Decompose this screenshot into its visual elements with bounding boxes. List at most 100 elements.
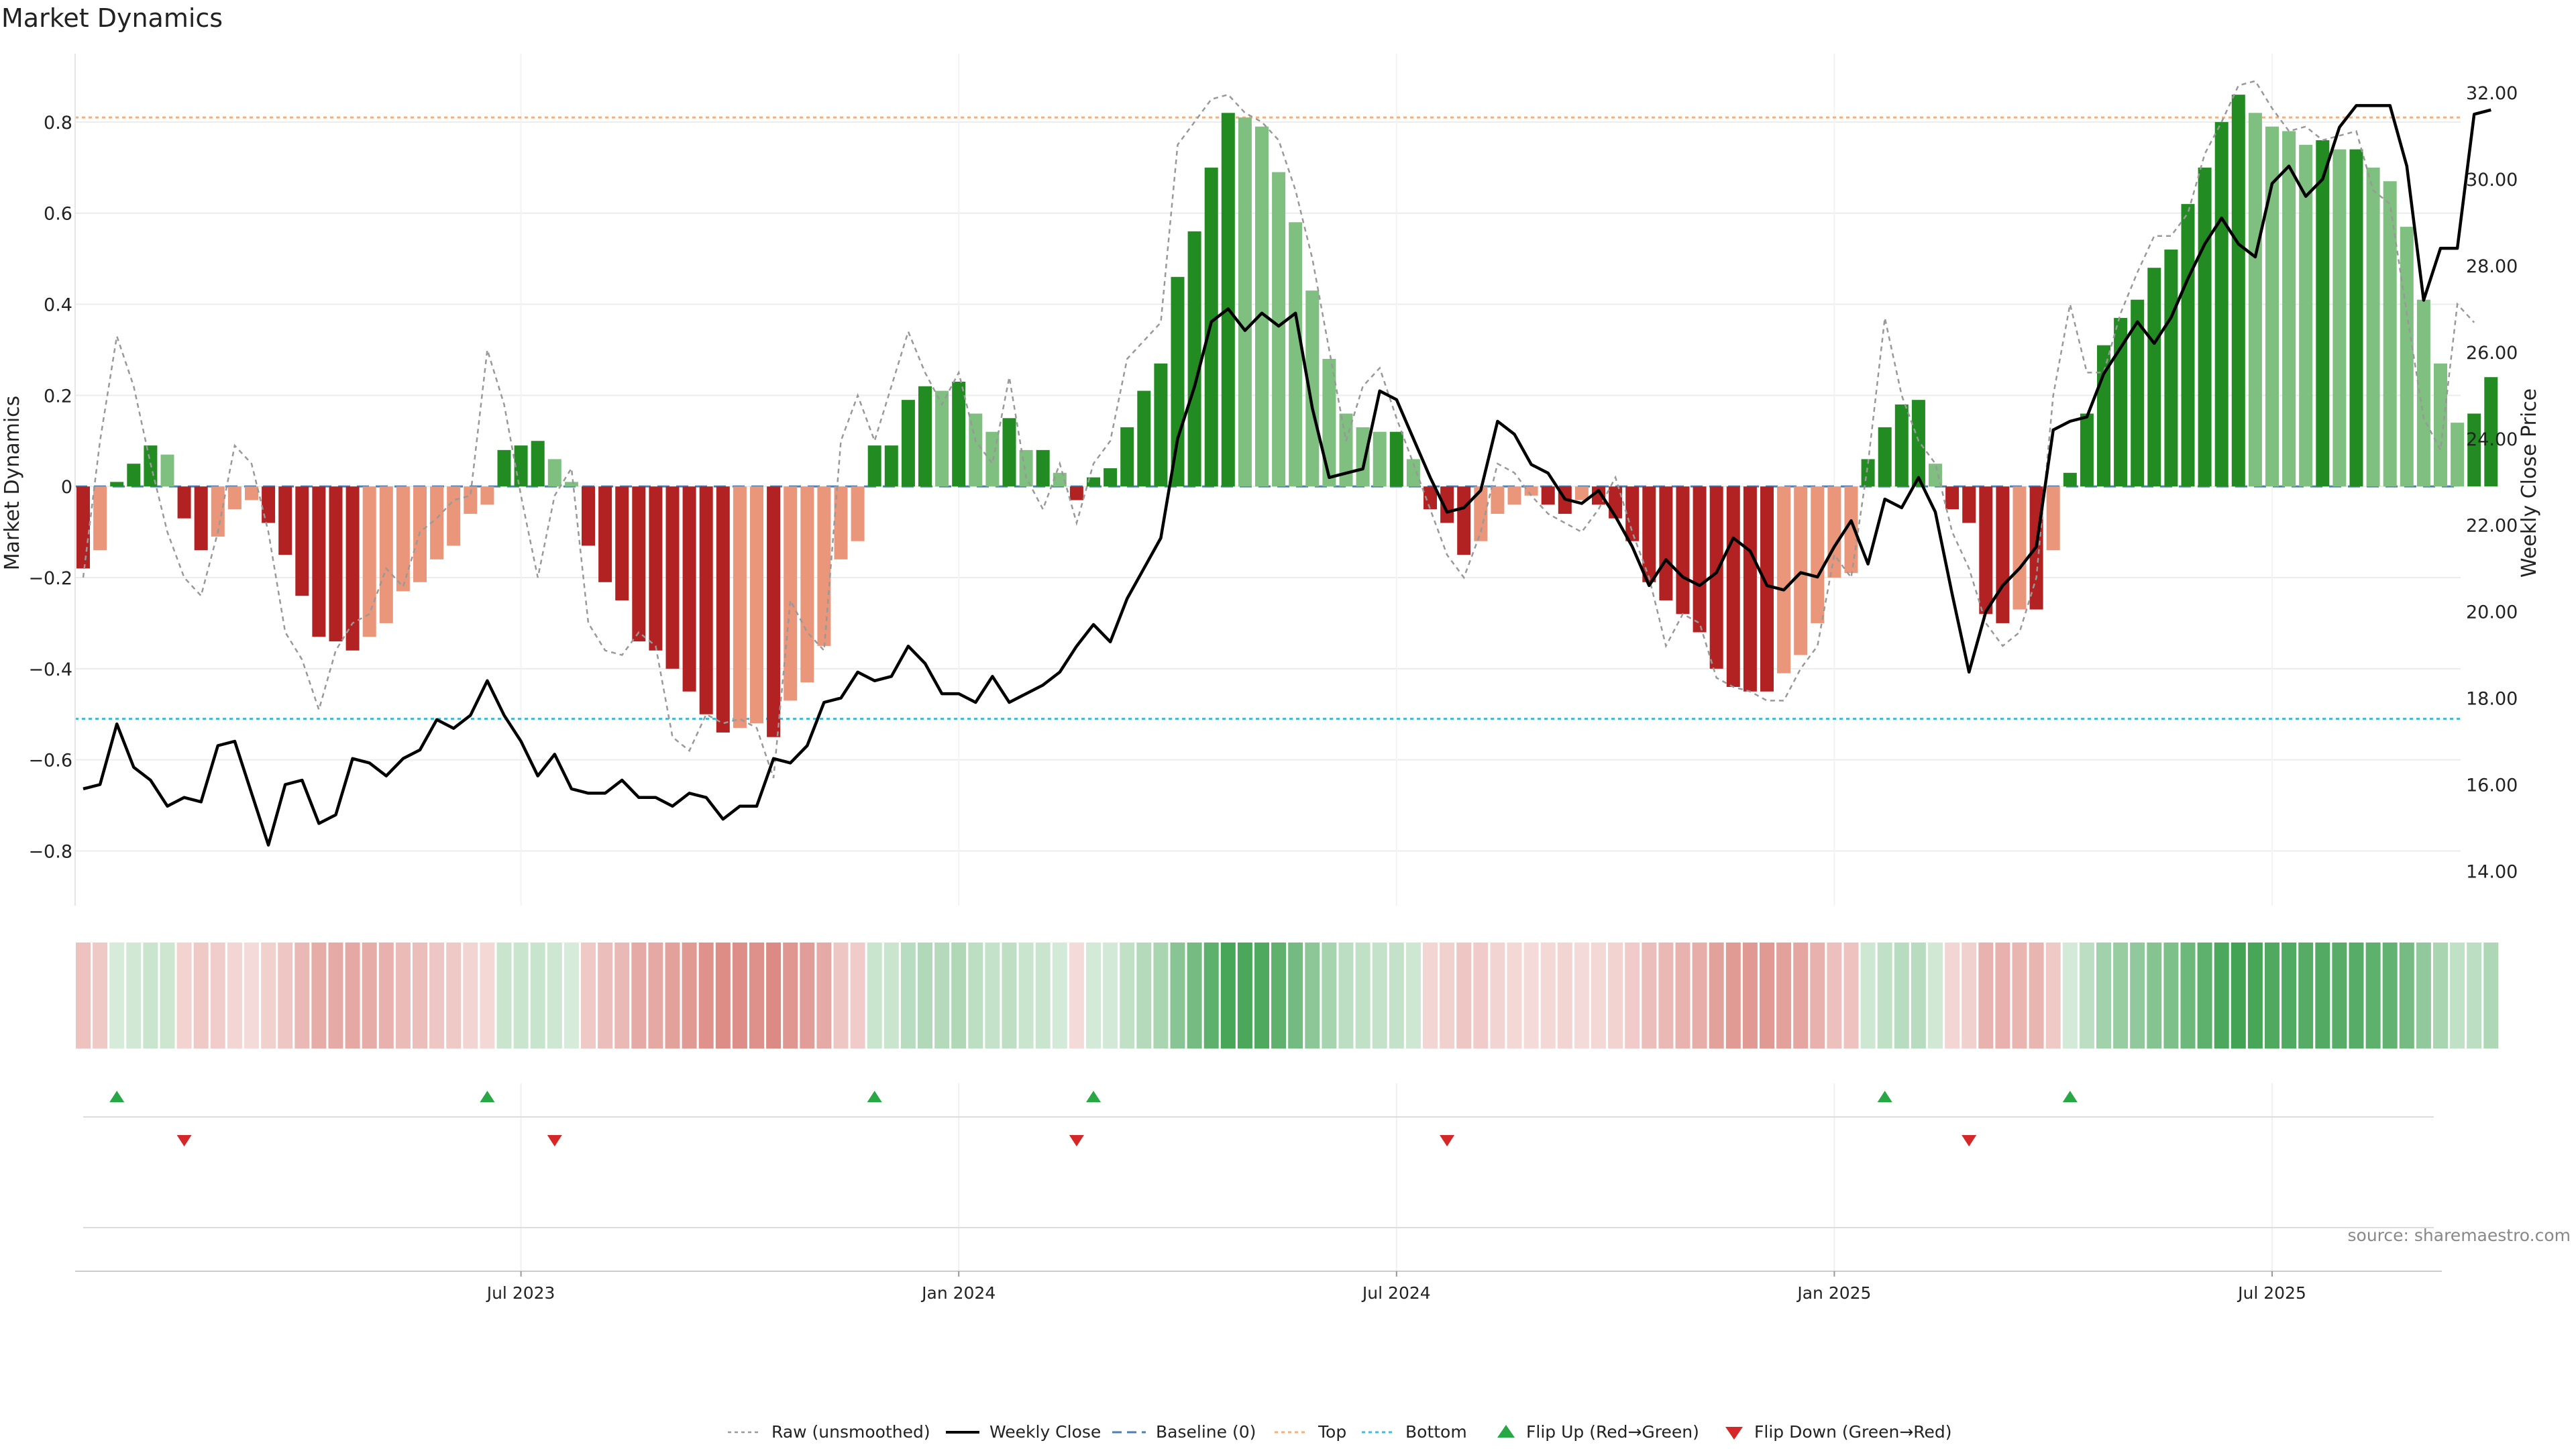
dynamics-bar bbox=[447, 486, 461, 546]
heat-cell bbox=[631, 943, 647, 1049]
dynamics-bar bbox=[295, 486, 309, 596]
heat-cell bbox=[2332, 943, 2347, 1049]
dynamics-bar bbox=[1137, 390, 1151, 487]
dynamics-bar bbox=[1962, 486, 1976, 523]
heat-cell bbox=[2180, 943, 2196, 1049]
dynamics-bar bbox=[884, 445, 898, 487]
flip-up-marker bbox=[1086, 1091, 1101, 1102]
y-tick-label-right: 30.00 bbox=[2466, 170, 2518, 191]
y-tick-label-left: −0.8 bbox=[28, 842, 72, 863]
heat-cell bbox=[598, 943, 613, 1049]
heat-cell bbox=[210, 943, 225, 1049]
heat-cell bbox=[446, 943, 462, 1049]
heat-cell bbox=[1574, 943, 1589, 1049]
dynamics-bar bbox=[1087, 477, 1100, 487]
dynamics-bar bbox=[2147, 268, 2161, 487]
legend-label: Raw (unsmoothed) bbox=[771, 1422, 930, 1442]
dynamics-bar bbox=[834, 486, 848, 559]
heat-cell bbox=[1405, 943, 1421, 1049]
heat-cell bbox=[951, 943, 967, 1049]
dynamics-bar bbox=[564, 482, 578, 487]
heat-cell bbox=[2197, 943, 2212, 1049]
heat-cell bbox=[968, 943, 983, 1049]
heat-cell bbox=[1456, 943, 1472, 1049]
heat-cell bbox=[1220, 943, 1236, 1049]
heat-cell bbox=[2450, 943, 2465, 1049]
legend-label: Weekly Close bbox=[989, 1422, 1101, 1442]
heat-cell bbox=[2231, 943, 2246, 1049]
heat-cell bbox=[76, 943, 91, 1049]
heat-cell bbox=[1170, 943, 1185, 1049]
legend-label: Flip Down (Green→Red) bbox=[1754, 1422, 1952, 1442]
dynamics-bar bbox=[935, 390, 949, 487]
dynamics-bar bbox=[582, 486, 595, 546]
heat-cell bbox=[1271, 943, 1287, 1049]
heat-cell bbox=[1843, 943, 1859, 1049]
heat-cell bbox=[395, 943, 411, 1049]
dynamics-bar bbox=[1777, 486, 1791, 674]
heat-cell bbox=[1086, 943, 1101, 1049]
dynamics-bar bbox=[278, 486, 292, 555]
heat-cell bbox=[513, 943, 529, 1049]
dynamics-bar bbox=[985, 431, 1000, 487]
dynamics-bar bbox=[750, 486, 763, 724]
dynamics-bar bbox=[194, 486, 208, 551]
heat-cell bbox=[900, 943, 916, 1049]
dynamics-bar bbox=[1609, 486, 1623, 519]
dynamics-bar bbox=[2282, 131, 2296, 487]
heat-cell bbox=[1692, 943, 1707, 1049]
dynamics-bar bbox=[2080, 413, 2094, 487]
dynamics-bar bbox=[110, 482, 124, 487]
heat-cell bbox=[732, 943, 747, 1049]
dynamics-bar bbox=[1911, 400, 1925, 487]
dynamics-bar bbox=[1305, 290, 1320, 487]
heat-cell bbox=[1928, 943, 1943, 1049]
dynamics-bar bbox=[1878, 427, 1892, 487]
heat-cell bbox=[294, 943, 310, 1049]
raw-line bbox=[82, 80, 2475, 779]
dynamics-bar bbox=[2046, 486, 2060, 551]
heat-cell bbox=[800, 943, 815, 1049]
dynamics-bar bbox=[531, 441, 545, 487]
heat-cell bbox=[766, 943, 782, 1049]
dynamics-bar bbox=[2366, 167, 2380, 487]
heat-cell bbox=[783, 943, 798, 1049]
heat-cell bbox=[93, 943, 108, 1049]
dynamics-bar bbox=[312, 486, 326, 637]
dynamics-bar bbox=[952, 381, 966, 487]
heat-cell bbox=[1591, 943, 1606, 1049]
dynamics-bar bbox=[1272, 172, 1286, 487]
dynamics-bar bbox=[1794, 486, 1808, 655]
heat-cell bbox=[1810, 943, 1825, 1049]
dynamics-bar bbox=[1625, 486, 1640, 541]
dynamics-bar bbox=[867, 445, 881, 487]
dynamics-bar bbox=[1389, 431, 1403, 487]
dynamics-bar bbox=[127, 464, 141, 487]
dynamics-bar bbox=[1221, 113, 1235, 487]
heat-cell bbox=[2045, 943, 2061, 1049]
heat-cell bbox=[2399, 943, 2414, 1049]
heat-cell bbox=[496, 943, 512, 1049]
heat-cell bbox=[564, 943, 579, 1049]
heat-cell bbox=[1523, 943, 1539, 1049]
heat-cell bbox=[1338, 943, 1354, 1049]
heat-cell bbox=[1355, 943, 1371, 1049]
flip-up-marker bbox=[1877, 1091, 1892, 1102]
heat-cell bbox=[2282, 943, 2297, 1049]
dynamics-bar bbox=[262, 486, 276, 523]
flip-signals-panel bbox=[83, 1083, 2434, 1275]
flip-down-marker bbox=[1069, 1135, 1084, 1146]
dynamics-bar bbox=[1440, 486, 1454, 523]
dynamics-bar bbox=[1491, 486, 1505, 514]
y-tick-label-left: 0.2 bbox=[44, 386, 72, 407]
dynamics-bar bbox=[430, 486, 444, 559]
heat-cell bbox=[2247, 943, 2263, 1049]
raw-series bbox=[82, 80, 2475, 779]
y-axis-label-left: Market Dynamics bbox=[1, 396, 24, 571]
dynamics-bar bbox=[1238, 117, 1252, 487]
source-note: source: sharemaestro.com bbox=[2348, 1226, 2571, 1245]
dynamics-bar bbox=[1002, 418, 1016, 487]
heat-cell bbox=[2062, 943, 2078, 1049]
dynamics-bar bbox=[1507, 486, 1521, 505]
dynamics-bar bbox=[767, 486, 781, 737]
